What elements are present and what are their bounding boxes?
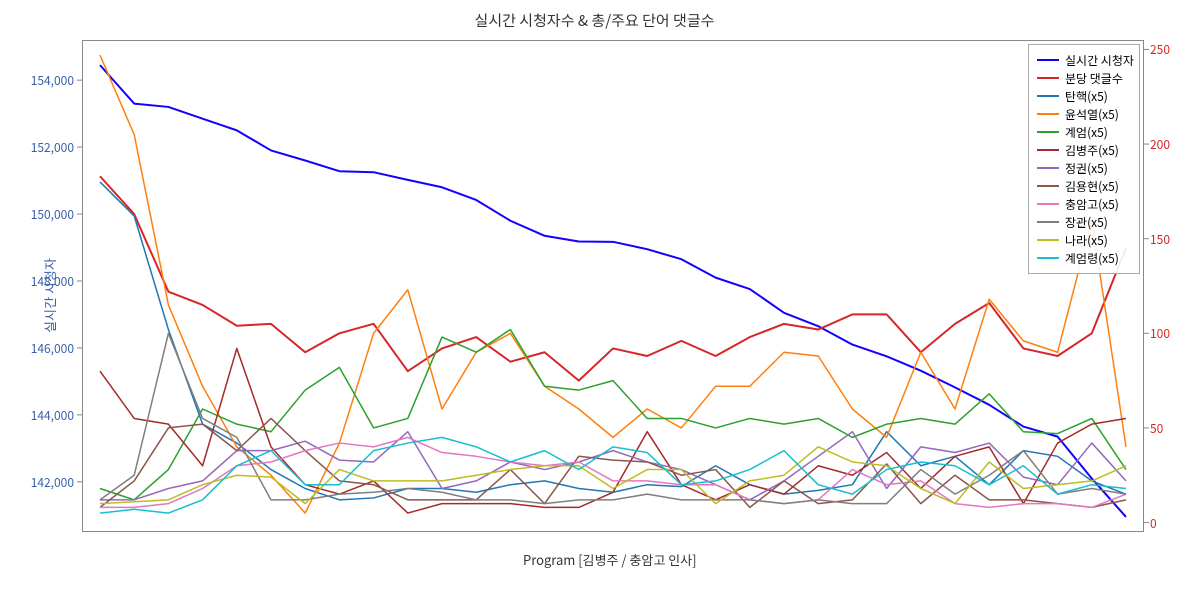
series-line: [100, 432, 1126, 500]
legend-item: 탄핵(x5): [1037, 87, 1131, 105]
legend-swatch: [1037, 77, 1059, 79]
legend-label: 실시간 시청자: [1065, 52, 1134, 69]
legend-swatch: [1037, 185, 1059, 187]
series-line: [100, 65, 1126, 517]
legend-item: 실시간 시청자: [1037, 51, 1131, 69]
legend-swatch: [1037, 203, 1059, 205]
legend-swatch: [1037, 221, 1059, 223]
legend-item: 김용현(x5): [1037, 177, 1131, 195]
legend-item: 계엄(x5): [1037, 123, 1131, 141]
legend-label: 분당 댓글수: [1065, 70, 1123, 87]
series-line: [100, 55, 1126, 513]
legend-item: 장관(x5): [1037, 213, 1131, 231]
legend-item: 윤석열(x5): [1037, 105, 1131, 123]
legend-swatch: [1037, 167, 1059, 169]
legend-swatch: [1037, 95, 1059, 97]
legend-item: 분당 댓글수: [1037, 69, 1131, 87]
legend-label: 계엄령(x5): [1065, 250, 1119, 267]
legend-label: 나라(x5): [1065, 232, 1108, 249]
legend-label: 탄핵(x5): [1065, 88, 1108, 105]
legend-item: 계엄령(x5): [1037, 249, 1131, 267]
legend-label: 정권(x5): [1065, 160, 1108, 177]
legend-swatch: [1037, 257, 1059, 259]
series-line: [100, 437, 1126, 513]
legend-swatch: [1037, 149, 1059, 151]
legend-swatch: [1037, 59, 1059, 61]
legend-label: 충암고(x5): [1065, 196, 1119, 213]
legend-item: 충암고(x5): [1037, 195, 1131, 213]
legend-item: 나라(x5): [1037, 231, 1131, 249]
legend: 실시간 시청자분당 댓글수탄핵(x5)윤석열(x5)계엄(x5)김병주(x5)정…: [1028, 44, 1140, 274]
series-line: [100, 176, 1126, 380]
legend-label: 김용현(x5): [1065, 178, 1119, 195]
chart-container: 실시간 시청자수 & 총/주요 단어 댓글수 실시간 시청자 댓글수 Progr…: [0, 0, 1189, 592]
legend-label: 장관(x5): [1065, 214, 1108, 231]
chart-lines: [0, 0, 1189, 592]
series-line: [100, 333, 1126, 503]
legend-label: 김병주(x5): [1065, 142, 1119, 159]
legend-swatch: [1037, 131, 1059, 133]
series-line: [100, 418, 1126, 507]
legend-swatch: [1037, 239, 1059, 241]
legend-label: 계엄(x5): [1065, 124, 1108, 141]
legend-swatch: [1037, 113, 1059, 115]
legend-item: 정권(x5): [1037, 159, 1131, 177]
legend-label: 윤석열(x5): [1065, 106, 1119, 123]
legend-item: 김병주(x5): [1037, 141, 1131, 159]
